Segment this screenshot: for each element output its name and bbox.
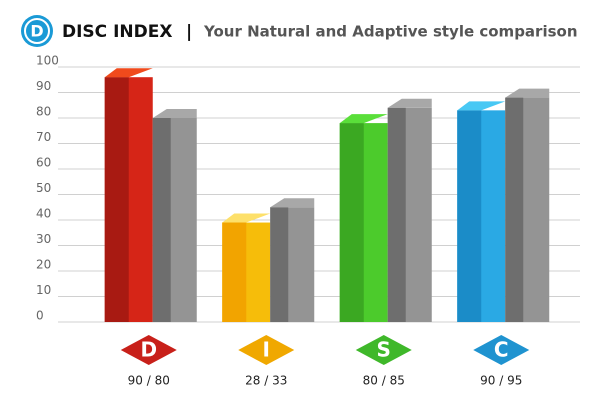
category-badge — [120, 335, 177, 365]
bar-top — [270, 198, 315, 208]
logo-letter: D — [30, 22, 43, 41]
bar-side — [222, 222, 247, 322]
bar-side — [387, 107, 406, 322]
bar-side — [104, 77, 129, 322]
y-tick-label: 10 — [36, 283, 51, 297]
x-tick-label: C — [494, 338, 509, 362]
score-label: 80 / 85 — [363, 374, 405, 388]
y-tick-label: 80 — [36, 105, 51, 119]
y-tick-label: 90 — [36, 79, 51, 93]
bar-side — [505, 97, 524, 322]
bar-top — [457, 101, 506, 111]
chart-title: DISC INDEX — [62, 22, 172, 42]
logo-ring — [24, 18, 50, 44]
chart-subtitle: Your Natural and Adaptive style comparis… — [203, 23, 578, 41]
category-badge — [473, 335, 530, 365]
y-tick-label: 70 — [36, 130, 51, 144]
y-tick-label: 100 — [36, 54, 59, 68]
category-badge — [355, 335, 412, 365]
y-tick-label: 20 — [36, 258, 51, 272]
score-label: 28 / 33 — [245, 374, 287, 388]
bar-side — [457, 110, 482, 322]
bar-side — [339, 123, 364, 322]
title-separator: | — [186, 22, 192, 42]
y-tick-label: 40 — [36, 207, 51, 221]
category-badge — [238, 335, 295, 365]
bar-top — [505, 88, 550, 98]
bar-top — [387, 98, 432, 108]
bar-top — [222, 213, 271, 223]
y-tick-label: 50 — [36, 181, 51, 195]
score-label: 90 / 80 — [128, 374, 170, 388]
score-label: 90 / 95 — [480, 374, 522, 388]
bar-side — [152, 118, 171, 322]
bar-top — [104, 68, 153, 78]
bar-top — [339, 114, 388, 124]
y-tick-label: 0 — [36, 309, 44, 323]
y-tick-label: 30 — [36, 232, 51, 246]
y-tick-label: 60 — [36, 156, 51, 170]
bar-side — [270, 207, 289, 322]
x-tick-label: S — [377, 338, 391, 362]
bar-top — [152, 109, 197, 118]
x-tick-label: I — [263, 338, 270, 362]
x-tick-label: D — [140, 338, 157, 362]
